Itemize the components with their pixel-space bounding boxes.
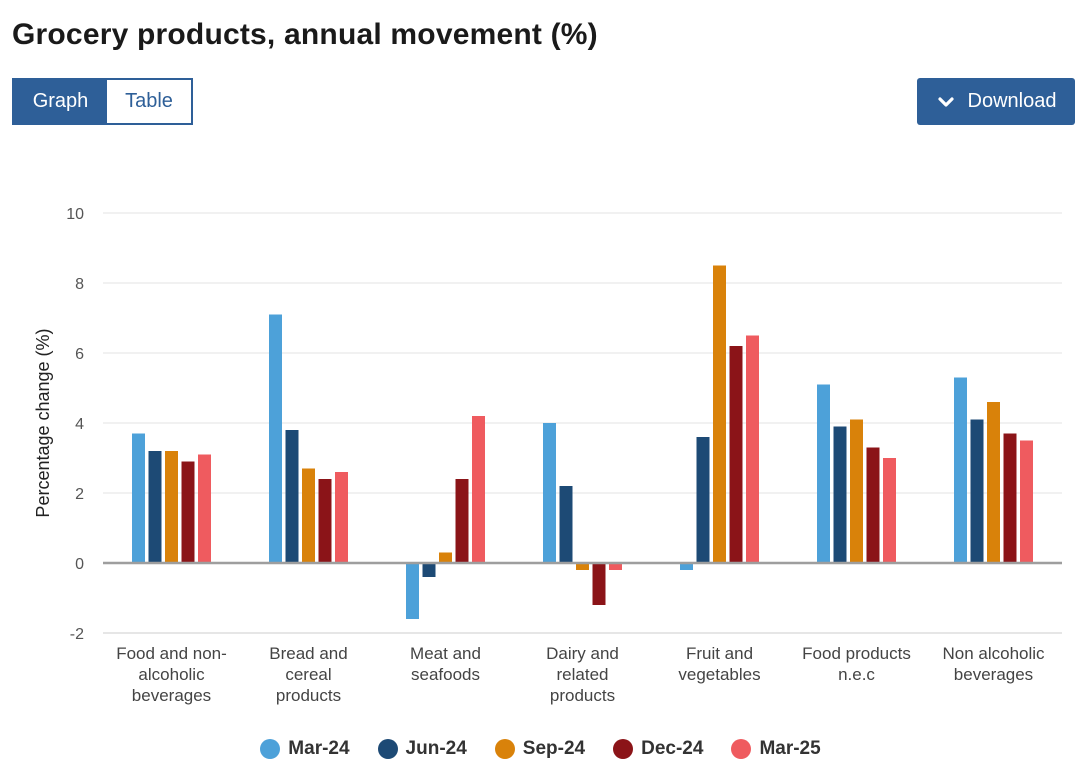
x-category-label-line: products (276, 686, 341, 705)
y-axis-title: Percentage change (%) (33, 328, 53, 517)
x-category-label-line: Meat and (410, 644, 481, 663)
y-tick-label: 0 (75, 556, 84, 573)
x-category-label: Food and non-alcoholic beverages (116, 644, 227, 705)
legend-swatch (377, 739, 398, 759)
bar-mar-25 (609, 563, 622, 570)
bar-sep-24 (576, 563, 589, 570)
x-category-label-line: related (557, 665, 609, 684)
download-label: Download (967, 90, 1057, 112)
legend-item-mar-24[interactable]: Mar-24 (260, 738, 350, 760)
bar-dec-24 (1003, 433, 1017, 563)
x-category-label: Dairy and related products (546, 644, 619, 705)
x-category-label: Food products n.e.c (802, 644, 911, 684)
bar-jun-24 (559, 486, 573, 563)
x-category-label: Bread and cereal products (269, 644, 347, 705)
legend-swatch (731, 739, 752, 759)
y-tick-label: 2 (75, 486, 84, 503)
x-category-label-line: products (550, 686, 615, 705)
bar-sep-24 (850, 419, 863, 563)
view-toggle: Graph Table (12, 78, 193, 125)
x-category-label-line: Food products (802, 644, 911, 663)
bar-mar-24 (817, 384, 830, 563)
bar-dec-24 (592, 563, 606, 605)
bar-sep-24 (987, 402, 1000, 563)
bar-jun-24 (148, 451, 162, 563)
x-category-label-line: alcoholic (138, 665, 205, 684)
x-category-label-line: seafoods (411, 665, 480, 684)
bar-jun-24 (970, 419, 984, 563)
bar-dec-24 (866, 447, 880, 563)
bar-sep-24 (302, 468, 315, 563)
legend-swatch (494, 739, 515, 759)
x-category-label-line: Dairy and (546, 644, 619, 663)
bar-dec-24 (318, 479, 332, 563)
graph-tab[interactable]: Graph (14, 80, 107, 123)
x-category-label-line: Non alcoholic (942, 644, 1045, 663)
bar-chart: -2 0 2 4 6 8 10 Percentage change (%) Food and n… (33, 206, 1062, 705)
legend-label: Jun-24 (405, 738, 467, 759)
bar-jun-24 (422, 563, 436, 577)
y-tick-label: -2 (70, 626, 84, 643)
legend-label: Dec-24 (641, 738, 704, 759)
bar-mar-25 (883, 458, 896, 563)
bar-sep-24 (439, 552, 452, 563)
x-category-label-line: cereal (285, 665, 331, 684)
bar-mar-25 (1020, 440, 1033, 563)
y-tick-label: 10 (66, 206, 84, 223)
legend-swatch (260, 739, 281, 759)
bar-jun-24 (285, 430, 299, 563)
chart-legend: Mar-24 Jun-24 Sep-24 Dec-24 Mar-25 (0, 738, 1081, 760)
legend-item-mar-25[interactable]: Mar-25 (731, 738, 821, 760)
x-category-label-line: vegetables (678, 665, 760, 684)
legend-label: Sep-24 (522, 738, 586, 759)
bar-mar-24 (954, 377, 967, 563)
legend-item-sep-24[interactable]: Sep-24 (494, 738, 586, 760)
bar-mar-24 (132, 433, 145, 563)
bar-jun-24 (833, 426, 847, 563)
bar-mar-25 (335, 472, 348, 563)
legend-item-dec-24[interactable]: Dec-24 (613, 738, 703, 760)
bar-jun-24 (696, 437, 710, 563)
x-category-label-line: beverages (132, 686, 211, 705)
bar-mar-24 (269, 314, 282, 563)
bar-sep-24 (165, 451, 178, 563)
x-category-label-line: n.e.c (838, 665, 875, 684)
legend-label: Mar-25 (759, 738, 821, 759)
bar-mar-25 (472, 416, 485, 563)
bar-mar-25 (198, 454, 211, 563)
bar-mar-24 (680, 563, 693, 570)
bar-dec-24 (729, 346, 743, 563)
page-title: Grocery products, annual movement (%) (12, 18, 598, 51)
x-category-label-line: Food and non- (116, 644, 227, 663)
legend-label: Mar-24 (288, 738, 350, 759)
bar-dec-24 (181, 461, 195, 563)
bar-mar-24 (406, 563, 419, 619)
legend-item-jun-24[interactable]: Jun-24 (377, 738, 467, 760)
x-category-label-line: beverages (954, 665, 1033, 684)
legend-swatch (613, 739, 634, 759)
y-tick-label: 4 (75, 416, 84, 433)
y-tick-label: 8 (75, 276, 84, 293)
x-category-label: Non alcoholic beverages (942, 644, 1045, 684)
x-category-label-line: Bread and (269, 644, 347, 663)
bar-sep-24 (713, 265, 726, 563)
chevron-down-icon (937, 96, 954, 107)
x-category-label-line: Fruit and (686, 644, 753, 663)
bar-mar-25 (746, 335, 759, 563)
bar-mar-24 (543, 423, 556, 563)
bar-dec-24 (455, 479, 469, 563)
download-button[interactable]: Download (917, 78, 1075, 125)
x-category-label: Fruit and vegetables (678, 644, 760, 684)
x-category-label: Meat and seafoods (410, 644, 481, 684)
y-tick-label: 6 (75, 346, 84, 363)
table-tab[interactable]: Table (107, 80, 191, 123)
